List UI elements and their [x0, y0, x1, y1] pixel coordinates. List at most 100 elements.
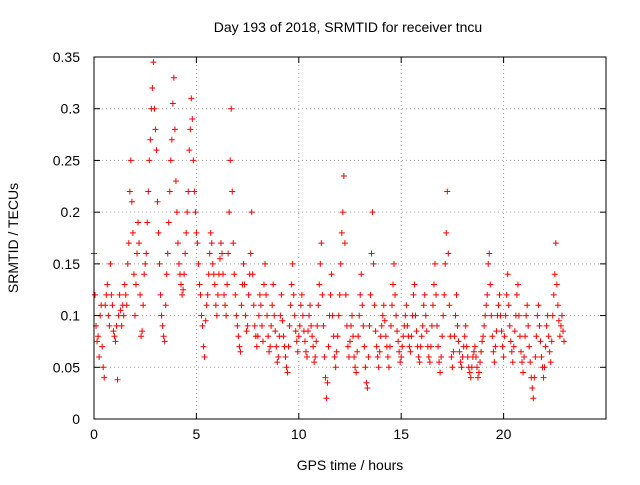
data-point — [293, 338, 300, 345]
data-point — [270, 281, 277, 288]
data-point — [448, 353, 455, 360]
data-point — [485, 260, 492, 267]
data-point — [312, 353, 319, 360]
data-point — [471, 343, 478, 350]
data-point — [381, 317, 388, 324]
data-point — [558, 312, 565, 319]
data-point — [351, 353, 358, 360]
data-point — [477, 359, 484, 366]
data-point — [334, 333, 341, 340]
data-point — [118, 322, 125, 329]
data-point — [219, 250, 225, 257]
data-point — [275, 353, 282, 360]
data-point — [392, 291, 399, 298]
data-point — [534, 312, 541, 319]
data-point — [519, 359, 526, 366]
data-point — [108, 291, 115, 298]
y-tick-label: 0.25 — [53, 152, 80, 168]
data-point — [466, 369, 473, 376]
data-point — [406, 343, 413, 350]
data-point — [162, 302, 169, 309]
data-point — [475, 374, 481, 381]
data-point — [130, 271, 137, 278]
data-point — [508, 348, 515, 355]
data-point — [324, 379, 331, 386]
data-point — [431, 260, 438, 267]
data-point — [357, 291, 364, 298]
data-point — [495, 302, 502, 309]
data-point — [502, 312, 509, 319]
data-point — [292, 328, 299, 335]
data-point — [344, 343, 351, 350]
data-point — [301, 338, 308, 345]
data-point — [233, 312, 240, 319]
data-point — [437, 369, 444, 376]
data-point — [199, 322, 206, 329]
data-point — [111, 333, 118, 340]
y-tick-label: 0.3 — [61, 101, 81, 117]
x-tick-label: 20 — [496, 426, 512, 442]
data-point — [103, 291, 110, 298]
data-point — [122, 291, 129, 298]
data-point — [152, 126, 159, 133]
data-point — [347, 338, 353, 345]
data-point — [193, 229, 200, 236]
data-point — [236, 343, 243, 350]
data-point — [503, 291, 510, 298]
data-point — [374, 353, 381, 360]
data-point — [197, 291, 204, 298]
data-point — [297, 302, 304, 309]
data-point — [104, 281, 111, 288]
data-point — [393, 312, 400, 319]
data-point — [479, 338, 486, 345]
data-point — [287, 302, 294, 309]
data-point — [214, 291, 221, 298]
data-point — [340, 172, 347, 179]
data-point — [371, 302, 378, 309]
data-point — [361, 343, 368, 350]
data-point — [355, 333, 362, 340]
data-point — [96, 353, 103, 360]
data-point — [250, 302, 257, 309]
data-point — [245, 291, 252, 298]
data-point — [358, 271, 365, 278]
data-point — [116, 291, 123, 298]
data-point — [443, 229, 450, 236]
data-point — [296, 322, 303, 329]
data-point — [95, 333, 102, 340]
data-point — [168, 136, 175, 143]
data-point — [498, 328, 505, 335]
data-point — [268, 322, 275, 329]
data-point — [550, 291, 557, 298]
data-point — [368, 250, 375, 257]
data-point — [299, 312, 306, 319]
data-point — [549, 312, 556, 319]
data-point — [137, 291, 144, 298]
data-point — [455, 338, 462, 345]
data-point — [149, 85, 156, 92]
y-tick-label: 0 — [72, 411, 80, 427]
data-point — [309, 333, 316, 340]
data-point — [390, 281, 397, 288]
data-point — [552, 240, 559, 247]
data-point — [488, 312, 495, 319]
data-point — [376, 348, 383, 355]
data-point — [323, 395, 330, 402]
data-point — [238, 302, 245, 309]
data-point — [454, 322, 461, 329]
data-point — [136, 240, 143, 247]
grid-lines — [94, 57, 606, 419]
data-point — [456, 348, 463, 355]
data-point — [379, 312, 386, 319]
data-point — [267, 343, 274, 350]
data-point — [248, 209, 255, 216]
data-point — [436, 359, 443, 366]
data-point — [557, 322, 564, 329]
data-point — [262, 260, 269, 267]
data-point — [478, 348, 485, 355]
data-point — [345, 353, 352, 360]
data-point — [529, 384, 536, 391]
data-point — [220, 271, 227, 278]
data-point — [153, 147, 160, 154]
data-point — [228, 105, 235, 112]
